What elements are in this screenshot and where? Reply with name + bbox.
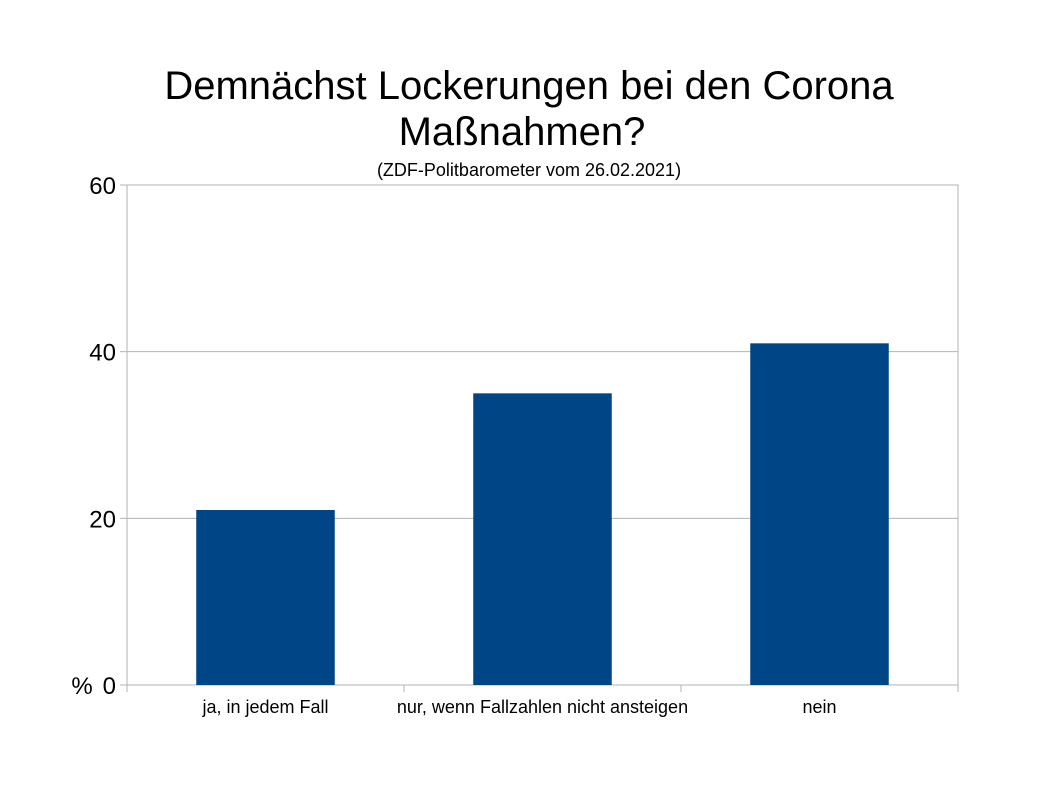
chart-title-line-1: Demnächst Lockerungen bei den Corona bbox=[164, 64, 894, 108]
bar bbox=[473, 393, 612, 685]
chart-title-line-2: Maßnahmen? bbox=[399, 110, 646, 154]
y-tick-label: 20 bbox=[89, 506, 116, 533]
y-tick-label: 40 bbox=[89, 340, 116, 367]
y-axis-ticks: 0 20 40 60 bbox=[89, 173, 127, 700]
bar bbox=[750, 343, 889, 685]
x-tick-label: nur, wenn Fallzahlen nicht ansteigen bbox=[397, 697, 688, 717]
y-tick-label: 60 bbox=[89, 173, 116, 200]
bar bbox=[196, 510, 335, 685]
y-axis-label: % bbox=[71, 673, 92, 700]
x-axis-ticks: ja, in jedem Fall nur, wenn Fallzahlen ni… bbox=[126, 685, 959, 717]
x-tick-label: ja, in jedem Fall bbox=[201, 697, 328, 717]
y-tick-label: 0 bbox=[103, 673, 116, 700]
bars bbox=[196, 343, 889, 685]
x-tick-label: nein bbox=[802, 697, 836, 717]
chart-subtitle: (ZDF-Politbarometer vom 26.02.2021) bbox=[377, 160, 681, 180]
